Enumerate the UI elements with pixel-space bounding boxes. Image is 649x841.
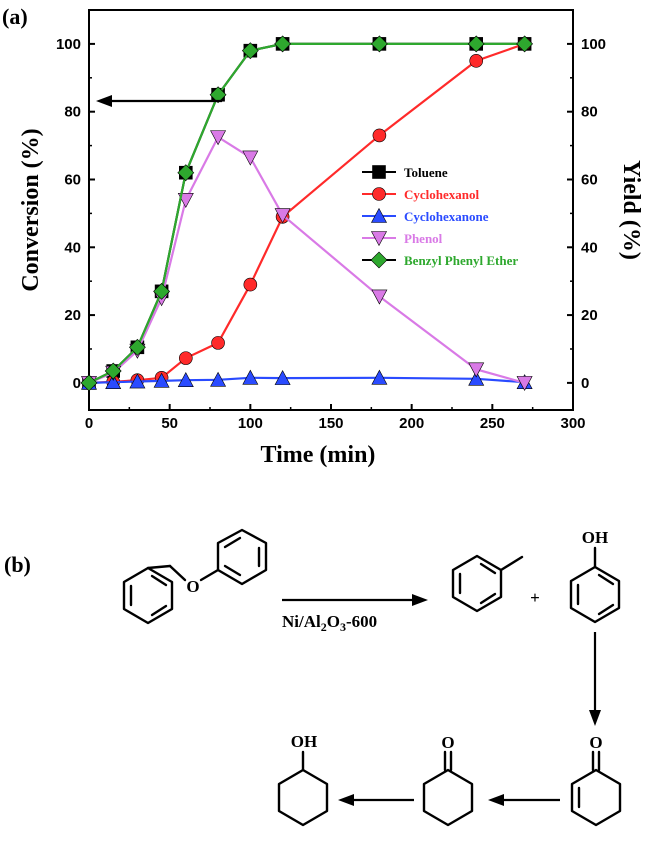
series-benzyl-phenyl-ether <box>80 35 534 392</box>
legend-cyclohexanone-point <box>370 207 388 223</box>
benzyl-phenyl-ether-point <box>153 282 171 300</box>
y2-tick-label: 20 <box>581 307 598 324</box>
y-tick-label: 80 <box>64 104 81 121</box>
y2-tick-label: 0 <box>581 375 589 392</box>
legend-label: Cyclohexanone <box>404 209 489 224</box>
x-axis-title: Time (min) <box>261 442 376 468</box>
cyclohexanone-point <box>242 369 259 385</box>
y2-tick-label: 100 <box>581 36 606 53</box>
enone-oxygen-label: O <box>589 733 602 752</box>
y2-tick-label: 40 <box>581 239 598 256</box>
legend-label: Benzyl Phenyl Ether <box>404 253 518 268</box>
legend: Toluene Cyclohexanol Cyclohexanone Phenol Be… <box>362 165 518 269</box>
toluene-structure <box>451 554 524 613</box>
x-tick-label: 100 <box>238 415 263 432</box>
benzyl-phenyl-ether-point <box>516 35 534 53</box>
x-axis-ticks: 0 50 100 150 200 250 300 <box>85 404 586 432</box>
y-tick-label: 100 <box>56 36 81 53</box>
cyclohexanol-point <box>469 54 484 68</box>
reaction-arrow-1 <box>282 594 428 606</box>
alcohol-oh-label: OH <box>291 732 317 751</box>
y2-tick-label: 80 <box>581 104 598 121</box>
catalyst-label: Ni/Al2O3-600 <box>282 612 377 634</box>
x-tick-label: 0 <box>85 415 93 432</box>
benzyl-phenyl-ether-point <box>241 42 259 60</box>
benzyl-phenyl-ether-point <box>177 164 195 182</box>
phenol-point <box>210 130 227 146</box>
phenol-point <box>468 362 485 378</box>
cyclohexanone-point <box>468 370 485 386</box>
x-tick-label: 200 <box>399 415 424 432</box>
legend-entry-cyclohexanol: Cyclohexanol <box>362 187 480 202</box>
benzyl-phenyl-ether-point <box>128 338 146 356</box>
phenol-point <box>516 376 533 392</box>
benzyl-phenyl-ether-point <box>467 35 485 53</box>
cyclohexenone-structure: O <box>570 733 622 827</box>
phenol-oh-label: OH <box>582 528 608 547</box>
y-tick-label: 20 <box>64 307 81 324</box>
cyclohexanol-point <box>179 351 193 365</box>
legend-entry-benzyl-phenyl-ether: Benzyl Phenyl Ether <box>362 251 518 269</box>
x-tick-label: 150 <box>318 415 343 432</box>
cyclohexanone-point <box>129 373 146 389</box>
benzyl-phenyl-ether-point <box>80 374 98 392</box>
left-axis-arrow <box>96 95 222 107</box>
phenol-point <box>371 289 388 305</box>
ketone-oxygen-label: O <box>441 733 454 752</box>
legend-benzyl-phenyl-ether-point <box>370 251 388 269</box>
legend-label: Cyclohexanol <box>404 187 480 202</box>
legend-toluene-point <box>372 165 386 179</box>
cyclohexanol-structure: OH <box>277 732 329 827</box>
x-tick-label: 50 <box>161 415 178 432</box>
cyclohexanol-point <box>211 336 225 350</box>
legend-entry-phenol: Phenol <box>362 231 443 247</box>
benzyl-phenyl-ether-point <box>209 86 227 104</box>
benzyl-phenyl-ether-point <box>370 35 388 53</box>
legend-entry-toluene: Toluene <box>362 165 448 180</box>
cyclohexanol-point <box>372 128 387 143</box>
legend-phenol-point <box>370 231 388 247</box>
cyclohexanone-point <box>153 372 170 388</box>
y-tick-label: 0 <box>73 375 81 392</box>
x-tick-label: 250 <box>480 415 505 432</box>
reaction-arrow-4 <box>338 794 414 806</box>
phenol-point <box>177 193 194 208</box>
reaction-arrow-2 <box>589 632 601 726</box>
reaction-arrow-3 <box>488 794 560 806</box>
cyclohexanone-point <box>274 370 291 385</box>
phenol-point <box>242 150 259 166</box>
legend-cyclohexanol-point <box>372 187 386 201</box>
plot-frame <box>88 9 574 411</box>
y-axis-ticks: 0 0 20 20 40 40 60 60 80 80 100 100 <box>56 36 606 392</box>
y2-axis-title: Yield (%) <box>618 160 644 260</box>
cyclohexanone-point <box>105 374 122 390</box>
benzyl-phenyl-ether-point <box>104 362 122 380</box>
panel-a-label: (a) <box>2 4 28 29</box>
y-tick-label: 60 <box>64 171 81 188</box>
benzyl-phenyl-ether-point <box>274 35 292 53</box>
cyclohexanone-point <box>210 371 227 387</box>
phenol-point <box>274 208 291 224</box>
ether-oxygen-label: O <box>186 577 199 596</box>
x-tick-label: 300 <box>560 415 585 432</box>
plus-sign: + <box>530 588 540 607</box>
cyclohexanone-point <box>371 369 388 385</box>
y-axis-title: Conversion (%) <box>18 128 44 291</box>
cyclohexanone-structure: O <box>422 733 474 827</box>
series-layer <box>80 35 534 392</box>
cyclohexanone-point <box>177 372 194 387</box>
phenol-structure: OH <box>569 528 621 624</box>
cyclohexanol-point <box>243 277 258 292</box>
panel-b-label: (b) <box>4 552 31 577</box>
conversion-yield-chart: 0 50 100 150 200 250 300 0 0 20 20 40 40 60 60 80 80 100… <box>18 9 644 468</box>
y-tick-label: 40 <box>64 239 81 256</box>
reaction-scheme: O Ni/Al2O3-600 + OH <box>122 528 622 827</box>
benzyl-phenyl-ether-structure: O <box>122 528 268 625</box>
legend-label: Phenol <box>404 231 443 246</box>
legend-entry-cyclohexanone: Cyclohexanone <box>362 207 489 224</box>
y2-tick-label: 60 <box>581 171 598 188</box>
legend-label: Toluene <box>404 165 448 180</box>
